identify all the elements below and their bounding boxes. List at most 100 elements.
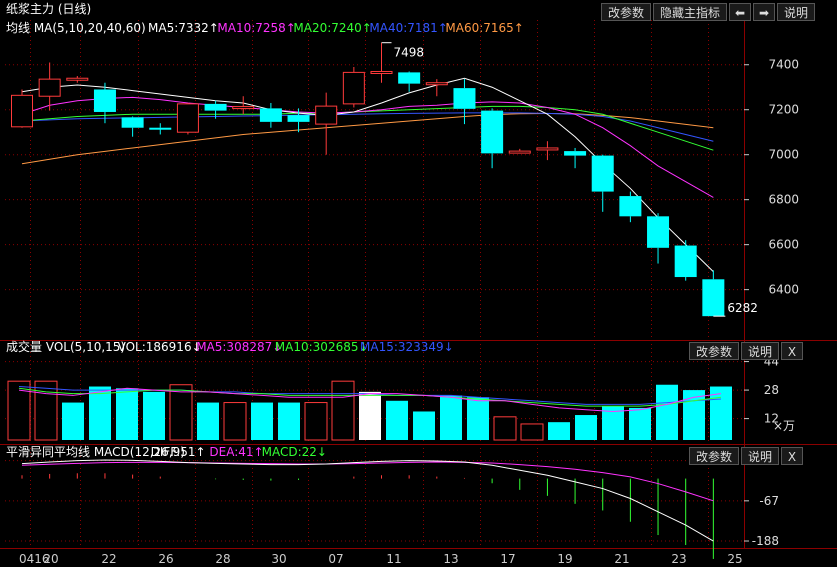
candle-body (591, 155, 614, 192)
ma60-line (21, 113, 714, 165)
volume-bar (278, 402, 300, 440)
volume-bar (169, 384, 193, 441)
volume-bar (116, 388, 138, 440)
volume-ma5-line (18, 387, 722, 412)
macd-diff-line (21, 459, 714, 542)
x-tick-label: 21 (614, 552, 629, 566)
candle-body (149, 127, 172, 130)
low-price-label: 6282 (727, 301, 758, 315)
ma-legend-item: MA5:7332↑ (148, 21, 219, 35)
ma-legend-item: MA60:7165↑ (445, 21, 523, 35)
x-tick-label: 07 (328, 552, 343, 566)
candle-body (11, 94, 33, 128)
volume-bar (386, 400, 408, 440)
params-button[interactable]: 改参数 (600, 3, 651, 21)
help-button[interactable]: 说明 (776, 3, 815, 21)
macd-params-button[interactable]: 改参数 (688, 447, 739, 465)
candle-body (425, 82, 448, 86)
volume-help-button[interactable]: 说明 (740, 342, 779, 360)
volume-legend-item: MA10:302685↓ (275, 340, 369, 354)
candle-body (204, 103, 227, 111)
volume-bar (197, 402, 219, 440)
volume-bar (251, 402, 273, 440)
macd-dea-line (21, 461, 714, 502)
hide-main-indicator-button[interactable]: 隐藏主指标 (652, 3, 727, 21)
volume-bar (440, 395, 462, 440)
volume-bar (467, 397, 489, 440)
volume-ma10-line (18, 387, 722, 407)
candle-body (370, 70, 393, 74)
x-tick-label: 13 (443, 552, 458, 566)
volume-bar (520, 423, 544, 441)
macd-close-button[interactable]: X (781, 447, 803, 465)
candle-body (453, 88, 476, 109)
main-toolbar: 改参数 隐藏主指标 ⬅ ➡ 说明 (600, 3, 815, 21)
candle-body (398, 72, 421, 84)
ma-legend-item: MA10:7258↑ (217, 21, 295, 35)
volume-close-button[interactable]: X (781, 342, 803, 360)
x-tick-label: 25 (727, 552, 742, 566)
volume-legend-item: MA15:323349↓ (360, 340, 454, 354)
candle-body (536, 147, 559, 151)
candle-body (315, 105, 338, 125)
macd-y-tick-label: -67 (759, 494, 779, 508)
y-tick-label: 7400 (768, 58, 799, 72)
volume-bar (143, 391, 165, 440)
macd-help-button[interactable]: 说明 (740, 447, 779, 465)
volume-legend-item: MA5:308287↓ (196, 340, 282, 354)
volume-bar (710, 386, 732, 440)
volume-bar (575, 415, 597, 440)
volume-legend-item: 成交量 VOL(5,10,15) (6, 339, 125, 354)
candle-body (66, 77, 89, 81)
volume-bar (359, 391, 381, 440)
x-tick-label: 19 (557, 552, 572, 566)
x-tick-label: 26 (158, 552, 173, 566)
volume-bar (223, 402, 247, 441)
volume-bar (89, 386, 111, 440)
y-tick-label: 7000 (768, 148, 799, 162)
candle-body (619, 196, 642, 217)
volume-bar (7, 380, 31, 441)
volume-bar (34, 380, 58, 441)
candle-body (121, 117, 144, 128)
ma20-line (21, 105, 714, 151)
volume-bar (331, 380, 355, 441)
scroll-right-button[interactable]: ➡ (752, 3, 775, 21)
chart-title: 纸浆主力 (日线) (6, 1, 91, 16)
candle-body (564, 151, 587, 156)
x-tick-label: 20 (43, 552, 58, 566)
volume-unit-label: ×万 (773, 419, 795, 433)
scroll-left-button[interactable]: ⬅ (728, 3, 751, 21)
volume-params-button[interactable]: 改参数 (688, 342, 739, 360)
volume-bar (62, 402, 84, 440)
volume-y-tick-label: 28 (764, 383, 779, 397)
macd-y-tick-label: -188 (752, 534, 779, 548)
candle-body (342, 71, 365, 105)
y-tick-label: 6800 (768, 193, 799, 207)
candle-body (674, 245, 697, 278)
macd-legend-item: 平滑异同平均线 MACD(12,26,9) (6, 445, 185, 459)
macd-legend-item: MACD:22↓ (262, 445, 327, 459)
ma10-line (21, 96, 714, 198)
macd-legend-item: DEA:41↑ (209, 445, 263, 459)
volume-bar (413, 411, 435, 440)
candle-body (508, 150, 531, 154)
volume-bar (629, 407, 651, 440)
y-tick-label: 6600 (768, 238, 799, 252)
candle-body (38, 78, 61, 97)
candle-body (647, 216, 670, 248)
candle-body (259, 108, 282, 122)
macd-toolbar: 改参数 说明 X (688, 447, 803, 465)
x-tick-label: 23 (671, 552, 686, 566)
candle-body (287, 115, 310, 122)
candle-body (93, 89, 116, 112)
y-tick-label: 7200 (768, 103, 799, 117)
volume-bar (548, 422, 570, 440)
x-tick-label: 30 (271, 552, 286, 566)
x-tick-label: 22 (101, 552, 116, 566)
candle-body (702, 279, 725, 317)
macd-legend-item: DIFF:51↑ (151, 445, 206, 459)
high-price-label: 7498 (394, 46, 425, 60)
